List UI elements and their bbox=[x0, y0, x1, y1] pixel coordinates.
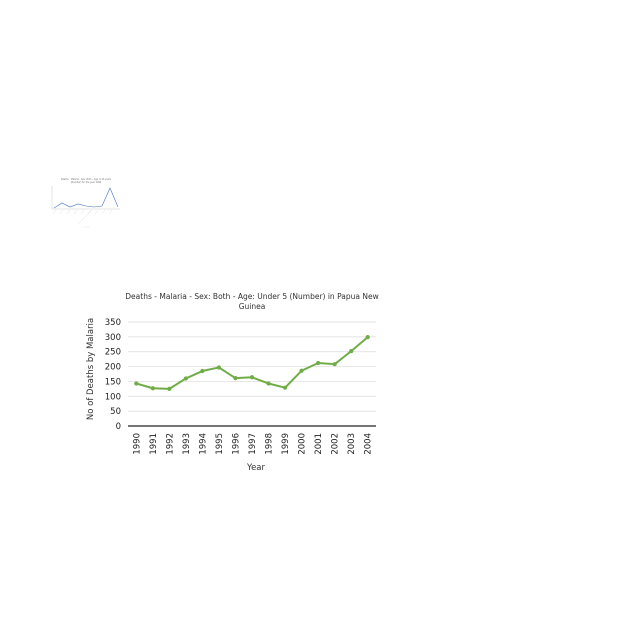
y-tick-label: 150 bbox=[105, 377, 121, 387]
y-tick-label: 0 bbox=[116, 422, 121, 432]
y-tick-label: 250 bbox=[105, 348, 121, 358]
x-axis-label: Year bbox=[246, 463, 266, 473]
x-tick-labels: 1990 1991 1992 1993 1994 1995 1996 1997 1998 1999… bbox=[132, 433, 373, 455]
x-tick-label: 1994 bbox=[198, 433, 208, 455]
x-tick-label: 1996 bbox=[231, 433, 241, 455]
y-tick-label: 350 bbox=[105, 318, 121, 328]
data-point bbox=[150, 386, 155, 391]
x-tick-label: 1995 bbox=[215, 433, 225, 455]
grid-lines bbox=[128, 321, 376, 412]
data-point bbox=[167, 386, 172, 391]
thumbnail-line bbox=[53, 187, 119, 209]
x-tick-label: 1998 bbox=[265, 433, 275, 455]
main-line-chart: Deaths - Malaria - Sex: Both - Age: Unde… bbox=[86, 292, 379, 473]
data-point bbox=[266, 381, 271, 386]
data-point bbox=[249, 375, 255, 380]
x-tick-label: 1999 bbox=[281, 433, 291, 455]
x-tick-label: 2000 bbox=[298, 433, 308, 455]
y-tick-label: 50 bbox=[110, 407, 121, 417]
thumbnail-axes bbox=[51, 186, 120, 210]
chart-title-line2: Guinea bbox=[239, 302, 266, 311]
data-point bbox=[365, 335, 370, 340]
chart-title-line1: Deaths - Malaria - Sex: Both - Age: Unde… bbox=[125, 292, 378, 301]
y-tick-label: 200 bbox=[105, 363, 121, 373]
data-point bbox=[349, 349, 354, 354]
data-point bbox=[134, 381, 139, 386]
data-point bbox=[282, 385, 288, 390]
y-tick-label: 100 bbox=[105, 392, 121, 402]
x-tick-label: 2003 bbox=[347, 433, 357, 455]
x-tick-label: 2004 bbox=[364, 433, 374, 455]
data-point bbox=[233, 376, 238, 381]
data-point bbox=[332, 362, 337, 367]
x-tick-label: 1997 bbox=[248, 433, 258, 455]
thumbnail-chart: Deaths - Malaria - Sex: Both - Age: 5-14… bbox=[51, 178, 120, 228]
y-tick-labels: 0 50 100 150 200 250 300 350 bbox=[105, 318, 121, 432]
data-point bbox=[200, 368, 205, 374]
x-tick-label: 1992 bbox=[165, 433, 175, 455]
x-tick-label: 2001 bbox=[314, 433, 324, 455]
data-point bbox=[216, 365, 222, 370]
thumbnail-title-line2: (Number) for the year 1990 bbox=[71, 181, 102, 184]
y-axis-label: No of Deaths by Malaria bbox=[86, 318, 96, 420]
x-tick-label: 1990 bbox=[132, 433, 142, 455]
thumbnail-title-line1: Deaths - Malaria - Sex: Both - Age: 5-14… bbox=[61, 178, 112, 181]
x-tick-label: 1991 bbox=[149, 433, 159, 455]
data-point bbox=[299, 368, 304, 373]
thumbnail-tick-marks bbox=[52, 209, 113, 228]
x-tick-label: 2002 bbox=[331, 433, 341, 455]
data-point bbox=[183, 376, 188, 381]
thumbnail-series-line bbox=[53, 187, 119, 209]
y-tick-label: 300 bbox=[105, 333, 121, 343]
x-tick-label: 1993 bbox=[182, 433, 192, 455]
data-points bbox=[134, 335, 370, 391]
data-point bbox=[316, 360, 321, 366]
